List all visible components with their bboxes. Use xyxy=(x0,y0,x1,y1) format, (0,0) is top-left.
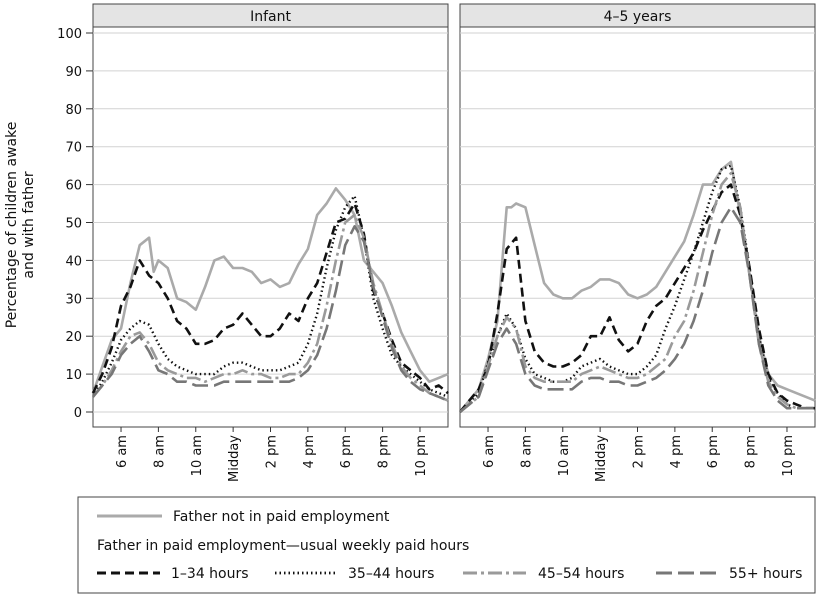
y-axis-title-line: Percentage of children awake xyxy=(4,122,20,329)
x-tick-label: 10 am xyxy=(190,435,205,476)
x-tick-label: 6 am xyxy=(482,435,497,468)
legend-label: 35–44 hours xyxy=(348,566,434,582)
y-tick-label: 20 xyxy=(65,330,82,345)
x-tick-label: 6 am xyxy=(115,435,130,468)
x-tick-label: 4 pm xyxy=(302,435,317,468)
x-tick-label: 8 pm xyxy=(377,435,392,468)
x-tick-label: 4 pm xyxy=(669,435,684,468)
y-tick-label: 80 xyxy=(65,103,82,118)
x-tick-label: 2 pm xyxy=(632,435,647,468)
y-tick-label: 50 xyxy=(65,217,82,232)
x-tick-label: 8 am xyxy=(152,435,167,468)
x-tick-label: 10 pm xyxy=(414,435,429,477)
plot-area xyxy=(92,26,449,428)
y-tick-label: 0 xyxy=(74,406,82,421)
legend-box xyxy=(77,496,816,594)
legend-label: Father not in paid employment xyxy=(173,509,390,525)
x-tick-label: 8 am xyxy=(519,435,534,468)
y-tick-label: 100 xyxy=(57,27,82,42)
x-tick-label: 10 pm xyxy=(781,435,796,477)
legend-label: 45–54 hours xyxy=(538,566,624,582)
y-tick-label: 90 xyxy=(65,65,82,80)
panel-title: Infant xyxy=(250,9,291,25)
legend-label: 55+ hours xyxy=(729,566,802,582)
x-tick-label: 2 pm xyxy=(265,435,280,468)
plot-area xyxy=(459,26,816,428)
y-tick-label: 10 xyxy=(65,368,82,383)
series-line-h1-34 xyxy=(458,183,815,413)
panel-title: 4–5 years xyxy=(604,9,672,25)
x-tick-label: 8 pm xyxy=(744,435,759,468)
x-tick-label: Midday xyxy=(227,435,242,482)
x-tick-label: Midday xyxy=(594,435,609,482)
series-line-h55 xyxy=(91,225,449,402)
legend-group-heading: Father in paid employment—usual weekly p… xyxy=(97,538,469,554)
y-tick-label: 60 xyxy=(65,179,82,194)
y-axis-title-line: and with father xyxy=(21,171,37,278)
series-line-h55 xyxy=(459,206,815,414)
legend-label: 1–34 hours xyxy=(171,566,249,582)
x-tick-label: 10 am xyxy=(557,435,572,476)
x-tick-label: 6 pm xyxy=(339,435,354,468)
x-tick-label: 6 pm xyxy=(706,435,721,468)
y-tick-label: 40 xyxy=(65,254,82,269)
series-line-not-employed xyxy=(91,187,449,394)
series-line-h35-44 xyxy=(91,194,449,398)
y-tick-label: 70 xyxy=(65,141,82,156)
y-tick-label: 30 xyxy=(65,292,82,307)
